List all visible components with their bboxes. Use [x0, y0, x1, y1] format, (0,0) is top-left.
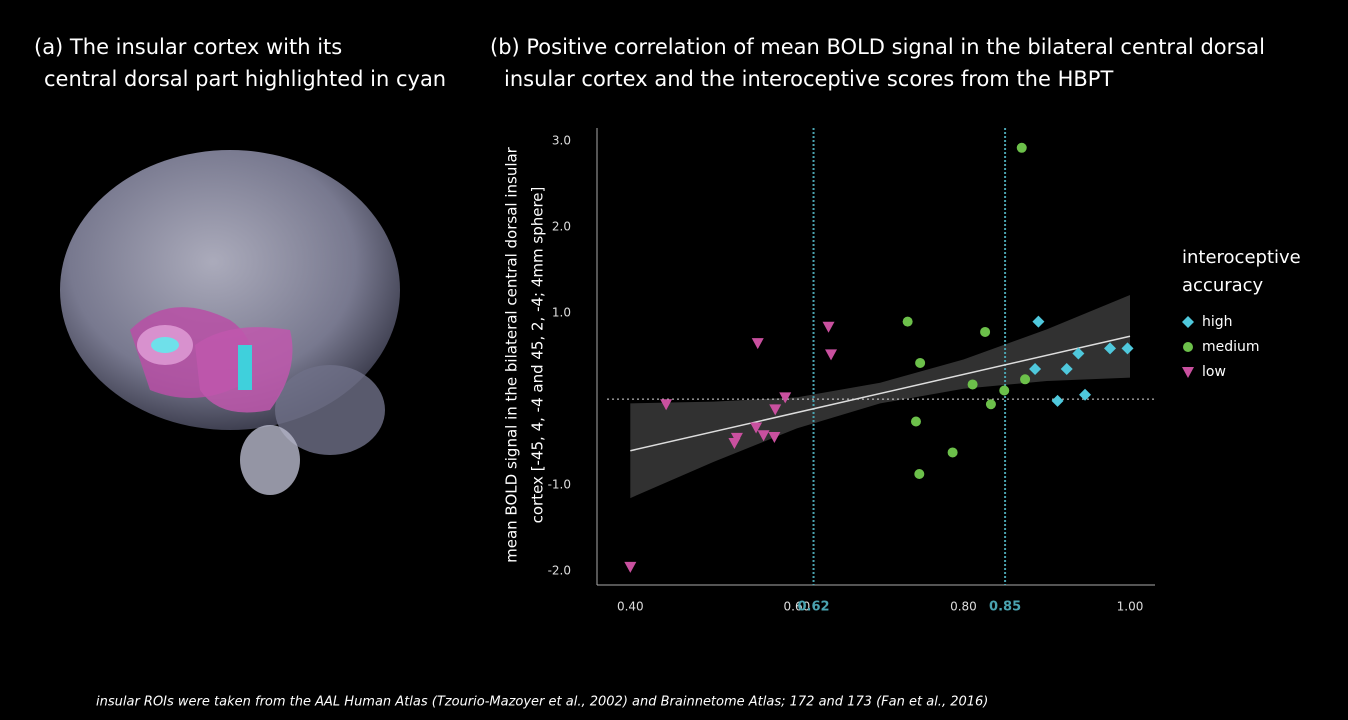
x-tick-label: 0.40: [617, 600, 644, 614]
legend-label: high: [1202, 314, 1233, 330]
figure: (a) The insular cortex with its central …: [0, 0, 1348, 720]
y-tick-label: 1.0: [552, 306, 571, 320]
legend-marker: [1183, 342, 1193, 352]
x-tick-label: 0.80: [950, 600, 977, 614]
y-tick-label: 2.0: [552, 219, 571, 233]
point: [911, 416, 921, 426]
point: [914, 469, 924, 479]
point: [986, 399, 996, 409]
panel-a-title: central dorsal part highlighted in cyan: [44, 67, 446, 91]
chart-title: insular cortex and the interoceptive sco…: [504, 67, 1113, 91]
point: [948, 447, 958, 457]
point: [1020, 374, 1030, 384]
point: [999, 385, 1009, 395]
legend-title: interoceptive: [1182, 247, 1301, 268]
point: [903, 317, 913, 327]
legend-label: low: [1202, 364, 1226, 380]
y-tick-label: -1.0: [548, 478, 571, 492]
y-axis-label: mean BOLD signal in the bilateral centra…: [503, 146, 521, 563]
y-tick-label: -2.0: [548, 564, 571, 578]
point: [1017, 143, 1027, 153]
point: [915, 358, 925, 368]
footnote: insular ROIs were taken from the AAL Hum…: [96, 695, 988, 710]
point: [968, 379, 978, 389]
legend-label: medium: [1202, 339, 1260, 355]
y-tick-label: 3.0: [552, 133, 571, 147]
chart-title: (b) Positive correlation of mean BOLD si…: [490, 35, 1265, 59]
threshold-label: 0.85: [989, 600, 1021, 615]
panel-a-title: (a) The insular cortex with its: [34, 35, 342, 59]
y-axis-label: cortex [-45, 4, -4 and 45, 2, -4; 4mm sp…: [529, 187, 547, 524]
legend-title: accuracy: [1182, 275, 1264, 296]
point: [980, 327, 990, 337]
x-tick-label: 1.00: [1117, 600, 1144, 614]
threshold-label: 0.62: [797, 600, 829, 615]
